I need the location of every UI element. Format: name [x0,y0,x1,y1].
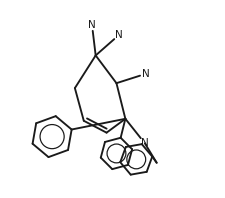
Text: N: N [115,30,123,40]
Text: N: N [141,138,148,148]
Text: N: N [142,69,150,79]
Text: N: N [88,20,96,30]
